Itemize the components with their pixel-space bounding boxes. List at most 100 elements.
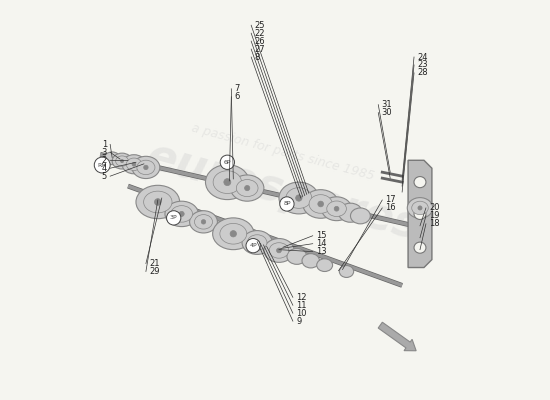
Text: 13: 13 bbox=[316, 247, 327, 256]
Circle shape bbox=[220, 155, 234, 170]
Ellipse shape bbox=[126, 158, 142, 170]
Ellipse shape bbox=[165, 201, 199, 227]
Ellipse shape bbox=[407, 198, 433, 218]
Ellipse shape bbox=[279, 182, 318, 214]
Ellipse shape bbox=[248, 235, 267, 250]
Text: 20: 20 bbox=[429, 204, 439, 212]
Text: 23: 23 bbox=[417, 60, 428, 70]
Ellipse shape bbox=[230, 230, 236, 237]
Text: 5: 5 bbox=[102, 172, 107, 181]
Circle shape bbox=[280, 197, 294, 211]
Ellipse shape bbox=[321, 197, 351, 221]
Ellipse shape bbox=[220, 224, 247, 244]
Ellipse shape bbox=[132, 162, 136, 166]
Text: 6: 6 bbox=[234, 92, 240, 101]
Ellipse shape bbox=[136, 185, 180, 219]
Text: 29: 29 bbox=[149, 267, 160, 276]
Ellipse shape bbox=[287, 248, 307, 264]
Circle shape bbox=[94, 157, 110, 173]
Ellipse shape bbox=[116, 156, 129, 166]
Ellipse shape bbox=[327, 201, 346, 216]
Text: 8P: 8P bbox=[283, 202, 290, 206]
Ellipse shape bbox=[201, 220, 206, 224]
Text: 31: 31 bbox=[382, 100, 392, 109]
Ellipse shape bbox=[245, 186, 250, 191]
Text: 3: 3 bbox=[102, 148, 107, 157]
Text: 11: 11 bbox=[296, 301, 306, 310]
Ellipse shape bbox=[230, 175, 264, 201]
Text: 10: 10 bbox=[296, 309, 306, 318]
Ellipse shape bbox=[339, 266, 354, 278]
Ellipse shape bbox=[122, 155, 146, 174]
Ellipse shape bbox=[213, 218, 254, 250]
Ellipse shape bbox=[418, 206, 422, 210]
Text: 6P: 6P bbox=[224, 160, 231, 165]
Text: 8: 8 bbox=[254, 52, 260, 62]
Ellipse shape bbox=[296, 195, 302, 201]
Ellipse shape bbox=[112, 153, 132, 169]
Text: 18: 18 bbox=[429, 219, 440, 228]
Ellipse shape bbox=[339, 203, 362, 222]
Ellipse shape bbox=[414, 242, 426, 253]
Ellipse shape bbox=[179, 211, 184, 216]
Text: 30: 30 bbox=[382, 108, 392, 117]
Ellipse shape bbox=[414, 208, 426, 220]
Text: 9: 9 bbox=[296, 317, 301, 326]
Ellipse shape bbox=[171, 206, 192, 222]
Text: 25: 25 bbox=[254, 21, 265, 30]
Polygon shape bbox=[408, 160, 432, 268]
Circle shape bbox=[167, 211, 181, 225]
Ellipse shape bbox=[224, 179, 231, 186]
Ellipse shape bbox=[120, 160, 124, 163]
Ellipse shape bbox=[414, 176, 426, 188]
Ellipse shape bbox=[144, 191, 172, 213]
Ellipse shape bbox=[195, 215, 212, 229]
Ellipse shape bbox=[236, 180, 258, 197]
Ellipse shape bbox=[318, 201, 323, 207]
Text: 19: 19 bbox=[429, 211, 439, 220]
Ellipse shape bbox=[303, 190, 339, 218]
Text: 7: 7 bbox=[234, 84, 240, 93]
Text: 21: 21 bbox=[149, 259, 160, 268]
Text: 28: 28 bbox=[417, 68, 428, 77]
Text: 4: 4 bbox=[102, 164, 107, 173]
Text: 15: 15 bbox=[316, 231, 326, 240]
Ellipse shape bbox=[190, 211, 217, 233]
Text: a passion for parts since 1985: a passion for parts since 1985 bbox=[190, 122, 376, 183]
Text: 12: 12 bbox=[296, 293, 306, 302]
Text: 2: 2 bbox=[102, 156, 107, 165]
Ellipse shape bbox=[269, 243, 289, 258]
Ellipse shape bbox=[155, 199, 161, 205]
Ellipse shape bbox=[412, 201, 428, 215]
Text: RM: RM bbox=[97, 162, 107, 168]
Text: 27: 27 bbox=[254, 44, 265, 54]
Ellipse shape bbox=[286, 188, 312, 208]
Ellipse shape bbox=[277, 248, 282, 253]
Ellipse shape bbox=[264, 238, 294, 262]
Ellipse shape bbox=[137, 160, 155, 175]
Text: 1: 1 bbox=[102, 140, 107, 149]
Ellipse shape bbox=[302, 254, 320, 268]
Text: 24: 24 bbox=[417, 52, 428, 62]
Ellipse shape bbox=[334, 206, 339, 211]
Text: eurospares: eurospares bbox=[141, 135, 425, 249]
Ellipse shape bbox=[206, 165, 249, 200]
Text: 16: 16 bbox=[386, 204, 396, 212]
Ellipse shape bbox=[255, 240, 260, 245]
Text: 4P: 4P bbox=[249, 243, 257, 248]
Ellipse shape bbox=[309, 195, 332, 213]
Text: 17: 17 bbox=[386, 196, 396, 204]
Ellipse shape bbox=[144, 165, 148, 170]
Text: 3P: 3P bbox=[170, 215, 178, 220]
Text: 22: 22 bbox=[254, 29, 265, 38]
Ellipse shape bbox=[213, 171, 241, 194]
Text: 14: 14 bbox=[316, 239, 326, 248]
Ellipse shape bbox=[242, 230, 272, 254]
Ellipse shape bbox=[350, 208, 370, 224]
Text: 26: 26 bbox=[254, 37, 265, 46]
Circle shape bbox=[246, 238, 260, 253]
Ellipse shape bbox=[317, 259, 333, 272]
FancyArrow shape bbox=[378, 322, 416, 351]
Ellipse shape bbox=[104, 152, 120, 165]
Ellipse shape bbox=[132, 156, 160, 178]
